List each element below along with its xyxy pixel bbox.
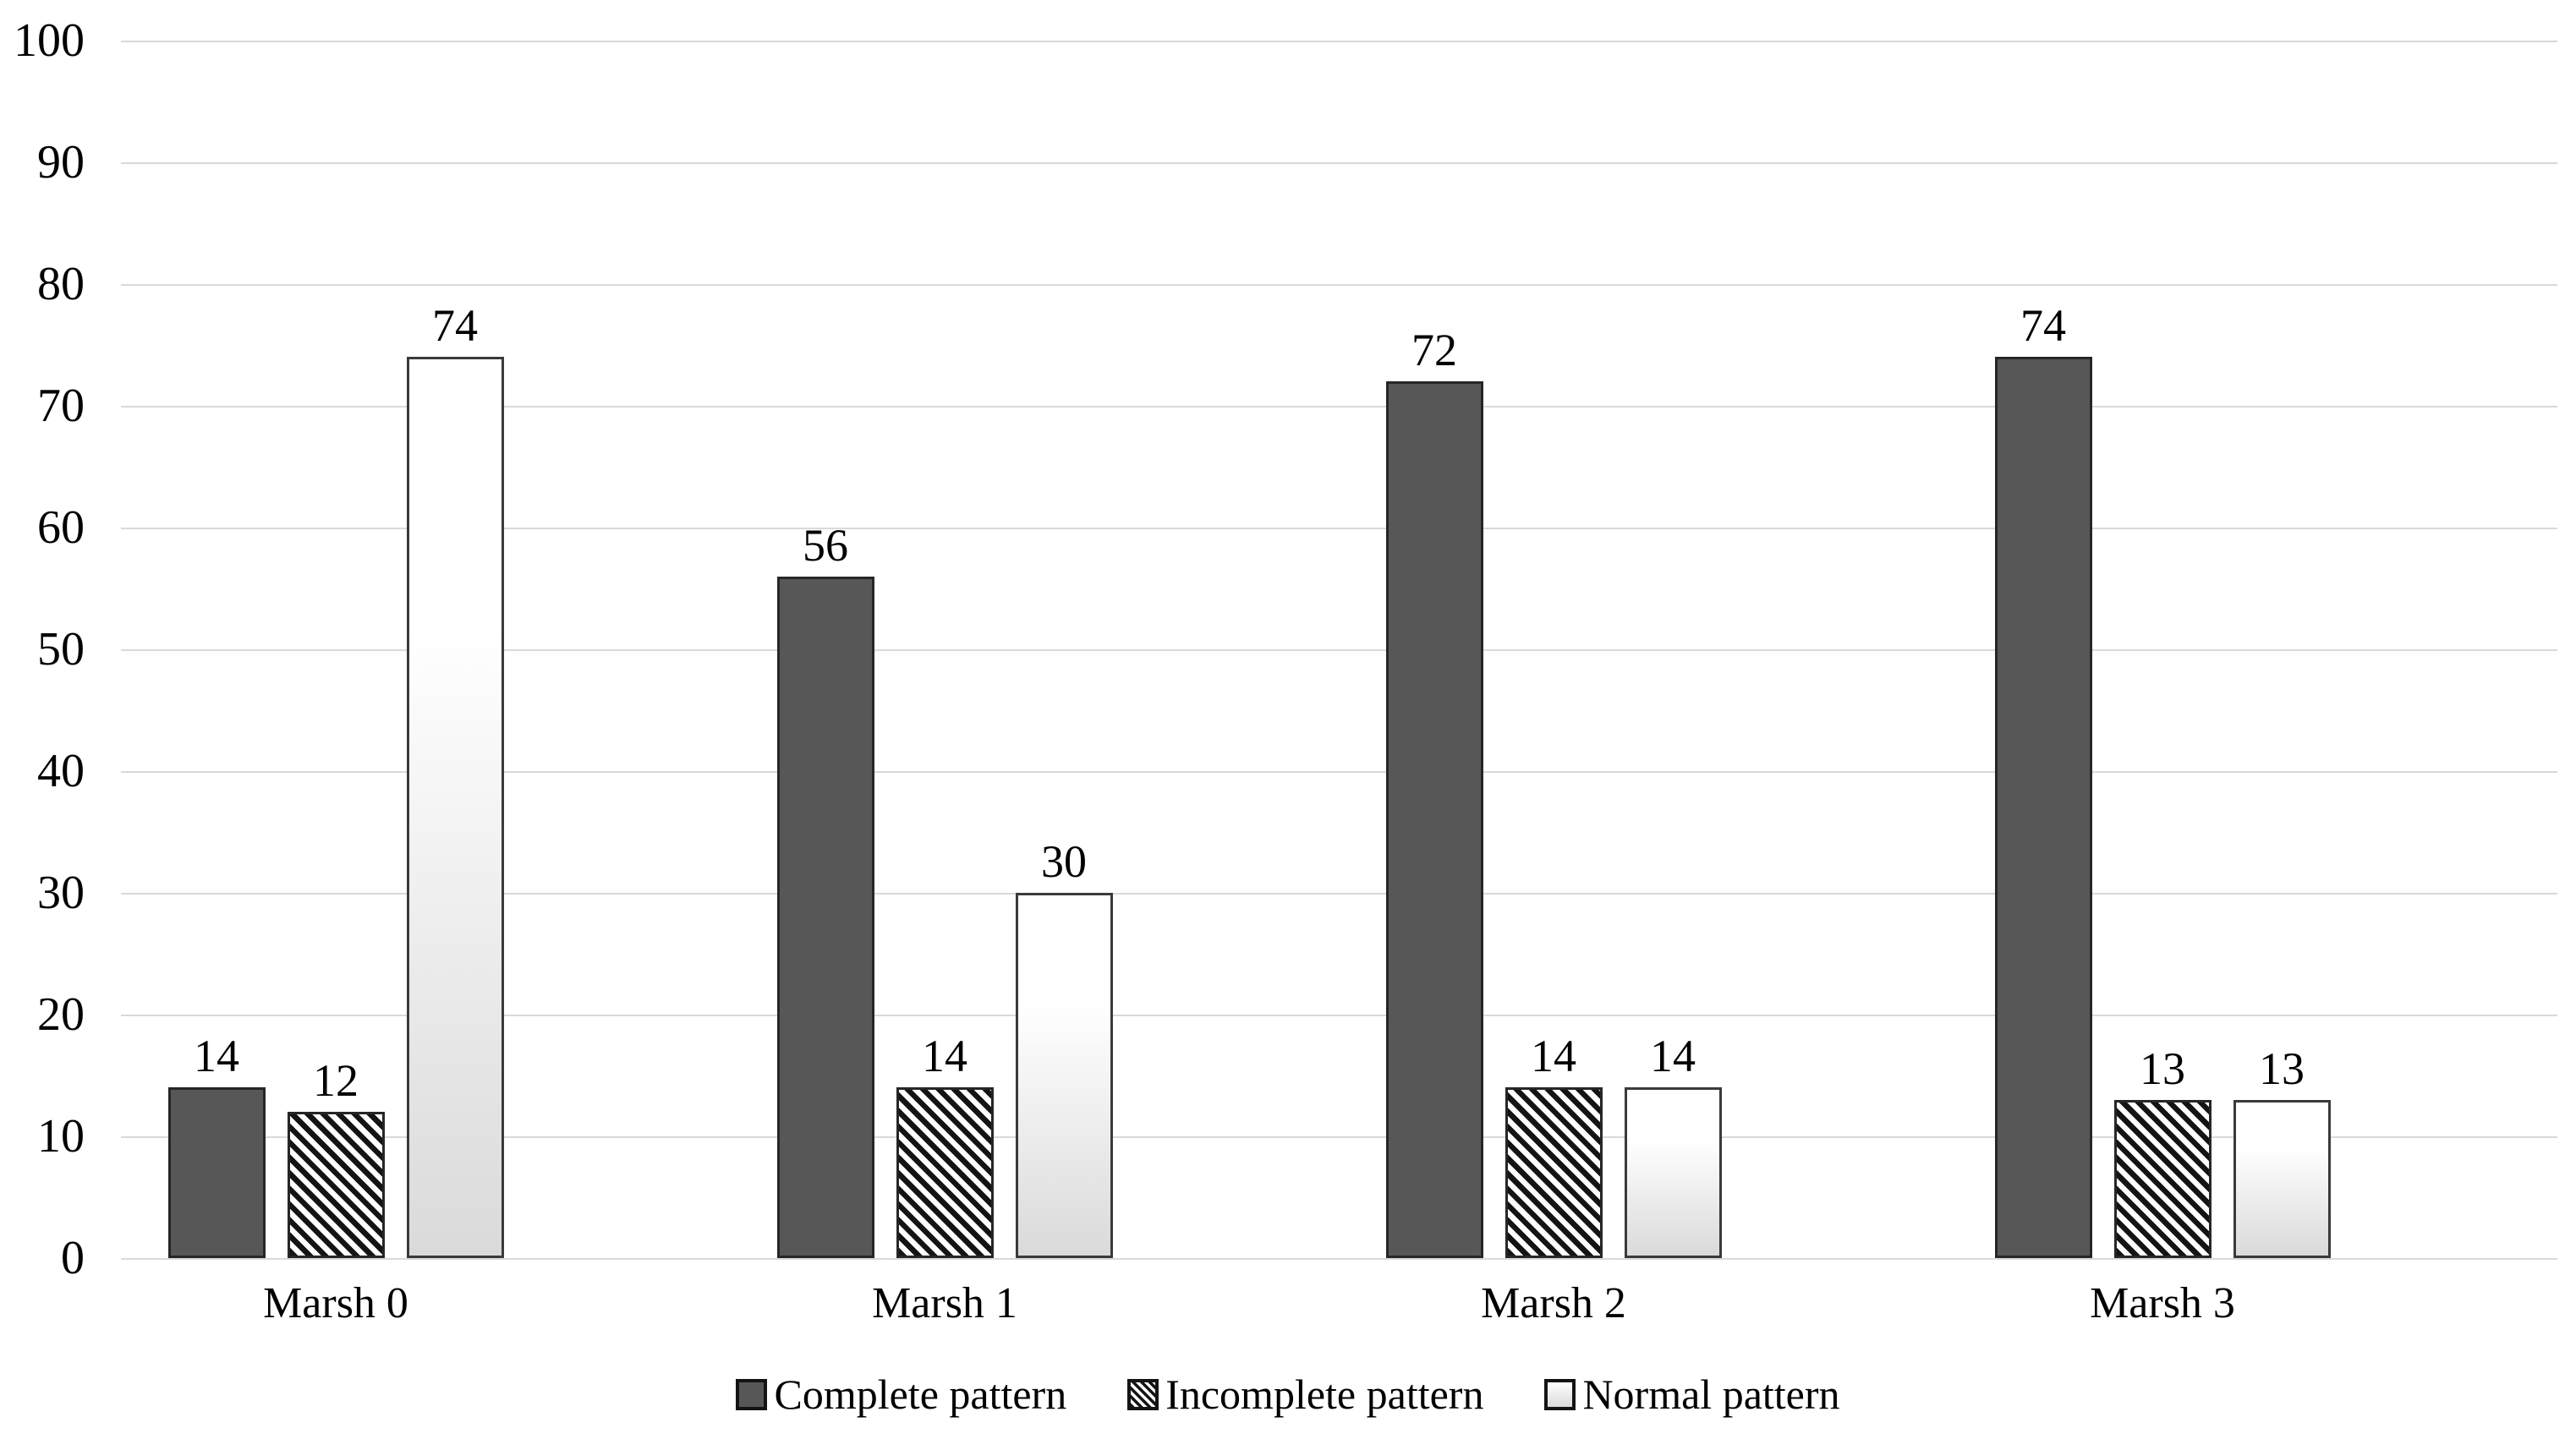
gridline (121, 162, 2557, 164)
bar-wrap: 72 (1385, 41, 1483, 1258)
bar-complete-pattern (1385, 381, 1483, 1258)
legend-item-normal-pattern: Normal pattern (1544, 1371, 1840, 1418)
gridline (121, 771, 2557, 773)
bar-wrap: 13 (2233, 41, 2331, 1258)
gridline (121, 649, 2557, 651)
bar-wrap: 14 (1624, 41, 1722, 1258)
y-axis-tick-label: 40 (37, 745, 85, 797)
bar-group-marsh-1: 56 14 30 (640, 41, 1249, 1258)
x-axis-category-label: Marsh 0 (263, 1279, 408, 1327)
gridline (121, 1258, 2557, 1260)
bar-wrap: 12 (287, 41, 385, 1258)
bar-wrap: 14 (1504, 41, 1603, 1258)
bar-wrap: 56 (776, 41, 874, 1258)
bar-normal-pattern (1624, 1087, 1722, 1258)
gridline (121, 1015, 2557, 1016)
x-axis: Marsh 0 Marsh 1 Marsh 2 Marsh 3 (31, 1280, 2467, 1327)
legend-label: Incomplete pattern (1165, 1371, 1484, 1418)
gridline (121, 1136, 2557, 1138)
y-axis-tick-label: 70 (37, 380, 85, 432)
x-axis-category-label: Marsh 1 (872, 1279, 1017, 1327)
y-axis-tick-label: 80 (37, 258, 85, 310)
bar-value-label: 74 (432, 300, 478, 352)
bar-value-label: 13 (2140, 1042, 2185, 1094)
legend-label: Normal pattern (1582, 1371, 1840, 1418)
bar-incomplete-pattern (896, 1087, 994, 1258)
y-axis-tick-label: 30 (37, 867, 85, 919)
bar-incomplete-pattern (2113, 1099, 2212, 1258)
bar-normal-pattern (406, 357, 504, 1258)
x-axis-category-label: Marsh 2 (1481, 1279, 1626, 1327)
legend-swatch-incomplete-pattern-icon (1127, 1378, 1159, 1410)
gridline (121, 528, 2557, 529)
bar-wrap: 14 (896, 41, 994, 1258)
y-axis-tick-label: 60 (37, 501, 85, 554)
bar-wrap: 74 (1994, 41, 2092, 1258)
bar-value-label: 14 (1531, 1031, 1576, 1082)
bar-value-label: 13 (2259, 1042, 2305, 1094)
bar-value-label: 14 (922, 1031, 967, 1082)
legend-swatch-normal-pattern-icon (1544, 1378, 1576, 1410)
bar-wrap: 30 (1015, 41, 1113, 1258)
bar-complete-pattern (167, 1087, 266, 1258)
gridline (121, 893, 2557, 895)
y-axis-tick-label: 100 (14, 14, 85, 67)
gridline (121, 406, 2557, 408)
y-axis-tick-label: 10 (37, 1110, 85, 1163)
bar-complete-pattern (776, 576, 874, 1258)
bar-normal-pattern (2233, 1099, 2331, 1258)
legend-label: Complete pattern (774, 1371, 1067, 1418)
bar-wrap: 74 (406, 41, 504, 1258)
bar-value-label: 14 (194, 1031, 239, 1082)
bar-normal-pattern (1015, 893, 1113, 1258)
bar-value-label: 14 (1650, 1031, 1696, 1082)
bar-value-label: 72 (1411, 325, 1457, 376)
y-axis-tick-label: 20 (37, 988, 85, 1041)
bar-group-marsh-2: 72 14 14 (1249, 41, 1858, 1258)
plot-bars-layer: 14 12 74 56 14 30 72 14 14 74 13 13 (31, 41, 2467, 1258)
legend-item-incomplete-pattern: Incomplete pattern (1127, 1371, 1483, 1417)
bar-value-label: 30 (1041, 836, 1087, 887)
y-axis-tick-label: 0 (61, 1232, 85, 1284)
gridline (121, 41, 2557, 42)
bar-incomplete-pattern (287, 1112, 385, 1258)
bar-value-label: 56 (803, 519, 848, 571)
x-axis-category-label: Marsh 3 (2090, 1279, 2235, 1327)
bar-value-label: 12 (313, 1055, 359, 1107)
bar-group-marsh-3: 74 13 13 (1858, 41, 2467, 1258)
y-axis-tick-label: 90 (37, 136, 85, 189)
bar-complete-pattern (1994, 357, 2092, 1258)
gridline (121, 284, 2557, 286)
bar-incomplete-pattern (1504, 1087, 1603, 1258)
legend-item-complete-pattern: Complete pattern (736, 1371, 1066, 1417)
legend: Complete pattern Incomplete pattern Normal… (0, 1371, 2576, 1417)
bar-wrap: 14 (167, 41, 266, 1258)
bar-wrap: 13 (2113, 41, 2212, 1258)
bar-value-label: 74 (2020, 300, 2066, 352)
legend-swatch-complete-pattern-icon (736, 1378, 768, 1410)
bar-group-marsh-0: 14 12 74 (31, 41, 640, 1258)
y-axis-tick-label: 50 (37, 623, 85, 676)
plot-area (121, 41, 2557, 1260)
